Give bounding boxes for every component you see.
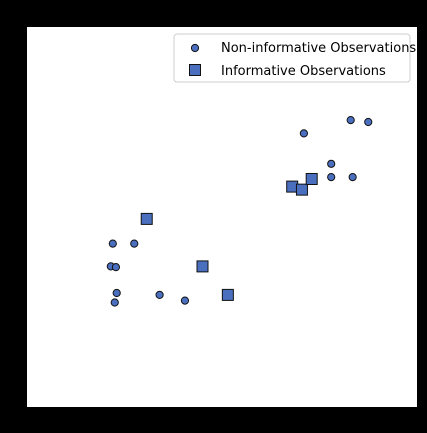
non-informative-observations-point-10 xyxy=(327,173,336,182)
legend-box xyxy=(173,33,411,83)
legend-marker-informative xyxy=(189,64,201,76)
legend: Non-informative Observations Informative… xyxy=(173,33,416,83)
non-informative-observations-point-7 xyxy=(180,296,190,305)
non-informative-observations-point-0 xyxy=(108,239,117,248)
chart-marks xyxy=(106,116,373,307)
non-informative-observations-point-5 xyxy=(130,239,139,248)
non-informative-observations-point-4 xyxy=(111,263,121,272)
legend-label-informative: Informative Observations xyxy=(221,64,386,79)
non-informative-observations-point-11 xyxy=(346,116,355,125)
non-informative-observations-point-9 xyxy=(327,159,336,168)
non-informative-observations-point-1 xyxy=(112,288,121,298)
informative-observations-point-4 xyxy=(295,183,308,196)
non-informative-observations-point-6 xyxy=(155,290,164,299)
informative-observations-point-2 xyxy=(221,288,234,301)
non-informative-observations-point-2 xyxy=(110,298,119,307)
informative-observations-point-1 xyxy=(196,260,209,273)
non-informative-observations-point-13 xyxy=(364,117,373,127)
non-informative-observations-point-12 xyxy=(348,173,357,182)
informative-observations-point-5 xyxy=(305,173,318,185)
legend-label-non-informative: Non-informative Observations xyxy=(221,41,416,56)
legend-marker-non-informative xyxy=(190,43,200,53)
non-informative-observations-point-8 xyxy=(299,129,308,138)
plot-area xyxy=(27,27,417,407)
informative-observations-point-0 xyxy=(140,212,153,225)
